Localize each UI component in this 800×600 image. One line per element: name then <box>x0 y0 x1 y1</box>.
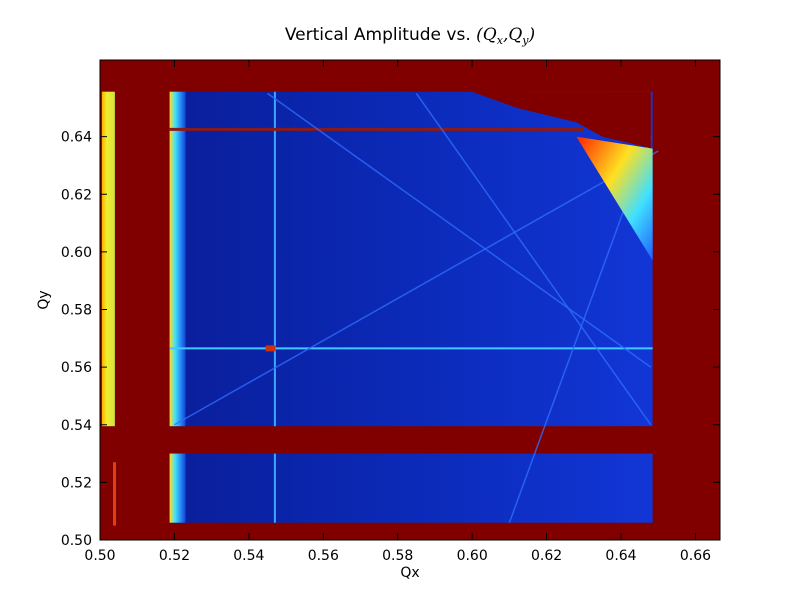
unstable-corner <box>576 136 653 261</box>
resonance-line-diagonal <box>174 150 659 426</box>
plot-area <box>100 60 720 540</box>
y-tick-label: 0.62 <box>61 187 92 203</box>
y-axis-label: Qy <box>36 290 52 309</box>
plot-frame <box>99 59 721 541</box>
resonance-line-diagonal <box>415 92 652 426</box>
x-tick-label: 0.52 <box>159 548 190 564</box>
x-tick-label: 0.50 <box>84 548 115 564</box>
x-tick-label: 0.60 <box>457 548 488 564</box>
lower-stable-region-edge-band <box>169 453 186 523</box>
x-tick-label: 0.66 <box>680 548 711 564</box>
x-axis-label: Qx <box>400 565 419 581</box>
y-tick-label: 0.58 <box>61 303 92 319</box>
chart-title: Vertical Amplitude vs. (Qx,Qy) <box>285 25 535 47</box>
y-axis: 0.50 0.52 0.54 0.56 0.58 0.60 0.62 0.64 <box>61 130 720 549</box>
x-tick-label: 0.62 <box>531 548 562 564</box>
y-tick-label: 0.52 <box>61 475 92 491</box>
upper-stable-region-edge-band <box>169 91 186 427</box>
upper-stable-region <box>169 91 653 427</box>
x-tick-label: 0.64 <box>605 548 636 564</box>
lower-stable-region <box>169 453 653 523</box>
left-strip <box>101 91 115 427</box>
y-tick-label: 0.54 <box>61 418 92 434</box>
x-tick-label: 0.58 <box>382 548 413 564</box>
resonance-line-diagonal <box>267 92 652 368</box>
heatmap-layer <box>101 91 659 526</box>
x-axis: 0.50 0.52 0.54 0.56 0.58 0.60 0.62 0.64 0.66 <box>84 60 711 564</box>
y-tick-label: 0.64 <box>61 130 92 146</box>
x-tick-label: 0.56 <box>308 548 339 564</box>
y-tick-label: 0.50 <box>61 533 92 549</box>
x-tick-label: 0.54 <box>233 548 264 564</box>
saturated-edge <box>472 91 651 149</box>
resonance-hotspot <box>265 345 276 352</box>
y-tick-label: 0.60 <box>61 245 92 261</box>
y-tick-label: 0.56 <box>61 360 92 376</box>
left-strip-trace <box>113 462 117 526</box>
